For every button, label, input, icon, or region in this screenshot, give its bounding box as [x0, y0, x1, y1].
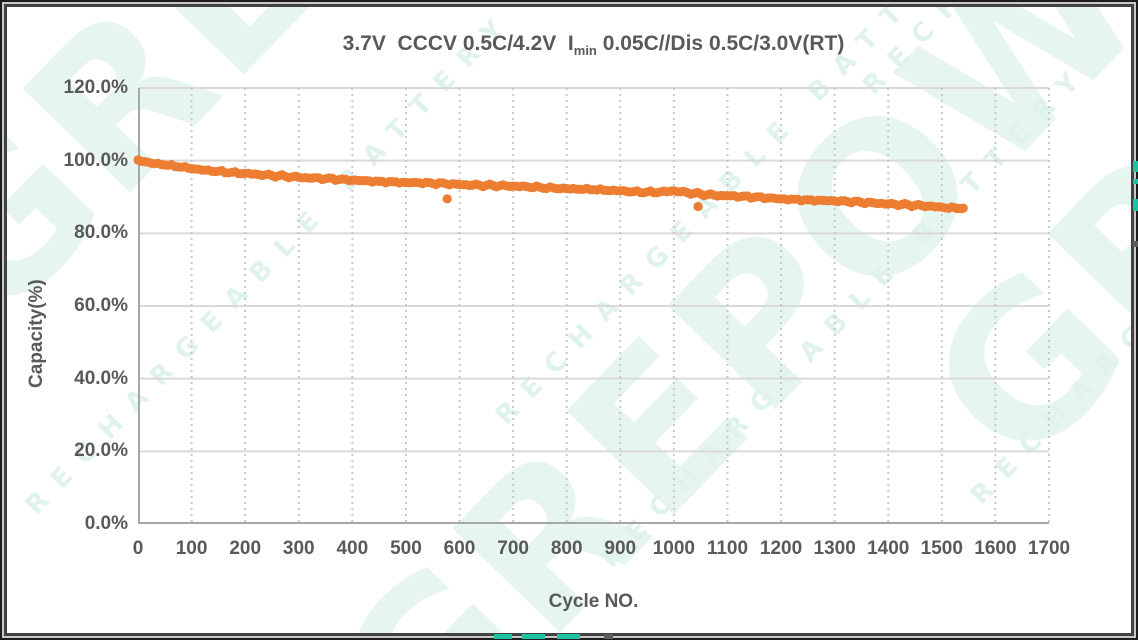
x-tick-label: 900: [604, 538, 637, 559]
y-tick-label: 120.0%: [63, 77, 128, 98]
x-tick-label: 700: [497, 538, 529, 559]
x-tick-label: 500: [390, 538, 422, 559]
chart-title: 3.7V CCCV 0.5C/4.2V Imin 0.05C//Dis 0.5C…: [138, 32, 1049, 58]
x-tick-label: 800: [550, 538, 583, 559]
title-text-post: 0.05C//Dis 0.5C/3.0V(RT): [596, 32, 845, 55]
x-tick-label: 200: [229, 538, 262, 559]
x-tick-label: 600: [443, 538, 476, 559]
y-tick-label: 80.0%: [74, 222, 128, 244]
x-tick-label: 400: [336, 538, 369, 559]
title-subscript: min: [573, 43, 597, 58]
capacity-scatter-plot: [133, 87, 1050, 524]
y-tick-label: 20.0%: [74, 440, 128, 462]
x-tick-label: 1300: [813, 538, 856, 559]
y-tick-label: 0.0%: [84, 513, 128, 534]
x-axis-tick-labels: 0 100 200 300 400 500 600 700 800 900 1000 1100 1200…: [0, 538, 1138, 562]
title-text-pre: 3.7V CCCV 0.5C/4.2V I: [342, 32, 574, 55]
x-tick-label: 0: [132, 538, 144, 559]
x-tick-label: 1100: [706, 538, 749, 559]
x-tick-label: 1600: [974, 538, 1017, 559]
x-tick-label: 1200: [759, 538, 803, 559]
x-tick-label: 1400: [867, 538, 910, 559]
x-tick-label: 1000: [652, 538, 696, 559]
x-tick-label: 1700: [1027, 538, 1071, 559]
y-tick-label: 100.0%: [63, 149, 128, 171]
y-axis-title: Capacity(%): [26, 279, 47, 388]
x-axis-title: Cycle NO.: [548, 591, 639, 612]
x-tick-label: 300: [282, 538, 315, 559]
x-tick-label: 100: [175, 538, 208, 559]
x-tick-label: 1500: [920, 538, 963, 559]
